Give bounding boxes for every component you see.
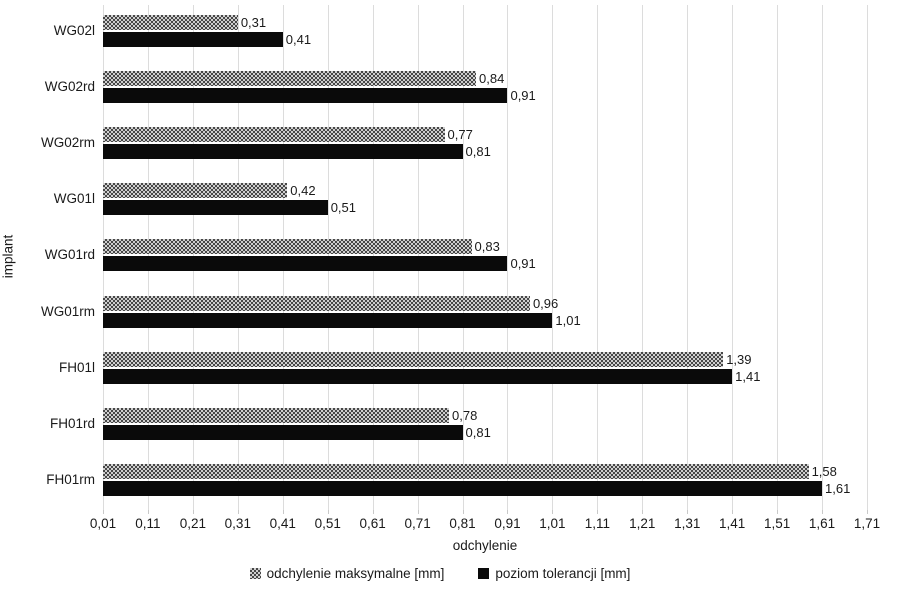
x-tick-label: 1,21 (629, 516, 656, 531)
x-tick-label: 1,41 (719, 516, 746, 531)
value-label: 0,41 (285, 32, 312, 47)
category-label: WG02l (53, 23, 95, 38)
x-tick-label: 0,31 (224, 516, 251, 531)
bar-odchylenie-maksymalne (103, 15, 238, 30)
category-label: WG01rd (44, 247, 95, 263)
axis-tick (237, 510, 239, 514)
x-axis-title: odchylenie (452, 538, 518, 553)
axis-tick (777, 510, 779, 514)
x-tick-label: 0,91 (494, 516, 521, 531)
bar-poziom-tolerancji (103, 88, 508, 104)
axis-tick (822, 510, 824, 514)
legend-entry-maksymalne: odchylenie maksymalne [mm] (249, 566, 445, 581)
value-label: 0,81 (465, 424, 491, 440)
x-tick-label: 0,71 (404, 516, 431, 531)
bar-poziom-tolerancji (103, 200, 328, 216)
category-label: FH01rm (46, 471, 95, 487)
value-label: 0,91 (510, 88, 536, 104)
x-tick-label: 0,21 (179, 516, 207, 531)
axis-tick (327, 510, 329, 514)
black-swatch-icon (478, 568, 490, 579)
category-label: WG01rm (41, 303, 95, 319)
gridline (867, 5, 868, 510)
axis-tick (687, 510, 689, 514)
value-label: 0,81 (465, 144, 491, 160)
value-label: 0,91 (510, 256, 536, 272)
bar-poziom-tolerancji (103, 424, 463, 440)
axis-tick (282, 510, 284, 514)
bar-odchylenie-maksymalne (103, 127, 445, 143)
value-label: 0,42 (290, 183, 316, 199)
axis-tick (372, 510, 374, 514)
category-label: WG02rm (41, 135, 95, 151)
bar-odchylenie-maksymalne (103, 407, 450, 423)
x-tick-label: 0,81 (449, 516, 476, 531)
axis-tick (867, 510, 868, 514)
x-tick-label: 1,01 (539, 516, 566, 531)
x-tick-label: 0,51 (314, 516, 341, 531)
category-label: FH01rd (49, 415, 95, 431)
legend-label-maksymalne: odchylenie maksymalne [mm] (266, 566, 445, 581)
bar-poziom-tolerancji (103, 480, 823, 496)
legend-label-tolerancji: poziom tolerancji [mm] (495, 566, 631, 581)
bar-poziom-tolerancji (103, 312, 553, 328)
x-tick-label: 0,11 (135, 516, 161, 531)
bar-poziom-tolerancji (103, 256, 508, 272)
bar-odchylenie-maksymalne (103, 351, 724, 367)
gridline (822, 5, 824, 510)
bar-odchylenie-maksymalne (103, 239, 472, 255)
x-tick-label: 1,71 (853, 516, 881, 531)
gridline (507, 5, 509, 510)
legend: odchylenie maksymalne [mm] poziom tolera… (0, 566, 880, 581)
x-tick-label: 0,41 (269, 516, 296, 531)
x-tick-label: 1,51 (763, 516, 791, 531)
x-tick-label: 0,01 (89, 516, 117, 531)
value-label: 1,01 (555, 312, 581, 328)
gridline (597, 5, 599, 510)
value-label: 0,84 (479, 71, 505, 87)
bar-poziom-tolerancji (103, 32, 283, 47)
value-label: 0,31 (240, 15, 267, 30)
x-tick-label: 0,61 (359, 516, 386, 531)
axis-tick (732, 510, 734, 514)
axis-tick (103, 510, 104, 514)
axis-tick (462, 510, 464, 514)
value-label: 0,77 (447, 127, 473, 143)
legend-entry-tolerancji: poziom tolerancji [mm] (478, 566, 630, 581)
gridline (732, 5, 734, 510)
axis-tick (192, 510, 194, 514)
x-tick-label: 1,11 (584, 516, 610, 531)
axis-tick (642, 510, 644, 514)
value-label: 1,41 (735, 368, 761, 384)
bar-odchylenie-maksymalne (103, 183, 288, 199)
axis-tick (417, 510, 419, 514)
gridline (777, 5, 779, 510)
bar-poziom-tolerancji (103, 368, 733, 384)
value-label: 0,78 (452, 407, 478, 423)
bar-odchylenie-maksymalne (103, 295, 530, 311)
axis-tick (597, 510, 599, 514)
gridline (687, 5, 689, 510)
value-label: 0,51 (330, 200, 357, 216)
category-label: WG02rd (44, 79, 95, 95)
x-tick-label: 1,31 (674, 516, 701, 531)
axis-tick (147, 510, 149, 514)
bar-odchylenie-maksymalne (103, 71, 476, 87)
axis-tick (507, 510, 509, 514)
category-label: WG01l (53, 191, 95, 207)
value-label: 0,83 (474, 239, 500, 255)
x-tick-label: 1,61 (808, 516, 836, 531)
gray-pattern-swatch-icon (249, 568, 261, 579)
value-label: 1,39 (726, 351, 752, 367)
value-label: 1,58 (811, 463, 837, 479)
bar-poziom-tolerancji (103, 144, 463, 160)
gridline (552, 5, 554, 510)
value-label: 1,61 (825, 480, 851, 496)
value-label: 0,96 (532, 295, 559, 311)
axis-tick (552, 510, 554, 514)
bar-odchylenie-maksymalne (103, 463, 809, 479)
category-label: FH01l (58, 359, 95, 375)
gridline (642, 5, 644, 510)
